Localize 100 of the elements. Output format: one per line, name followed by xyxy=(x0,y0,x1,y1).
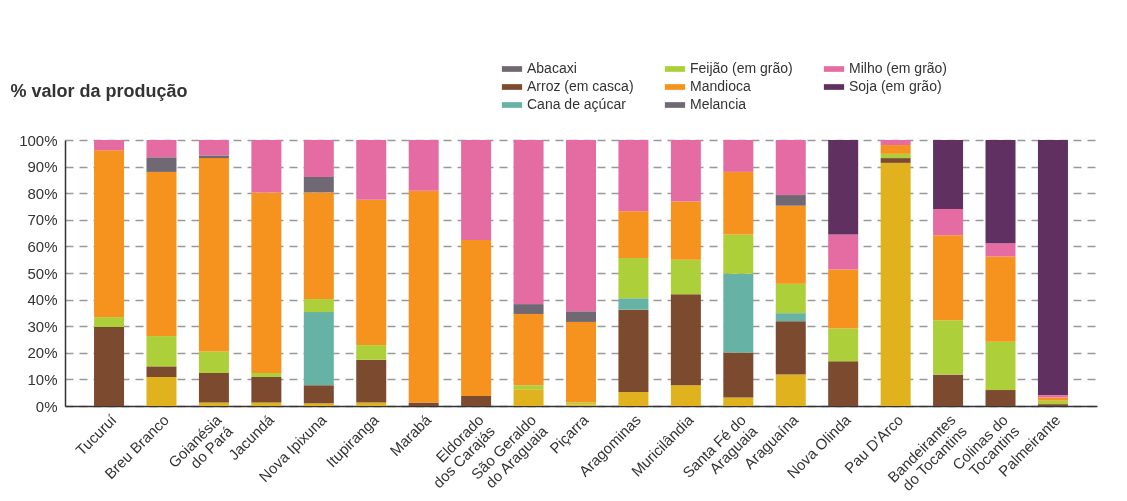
bar xyxy=(461,395,492,406)
bar xyxy=(146,336,177,367)
legend-label: Melancia xyxy=(690,96,747,112)
bar xyxy=(356,359,387,403)
bar xyxy=(251,373,282,378)
bar xyxy=(723,234,754,274)
bar xyxy=(251,377,282,403)
bar xyxy=(408,140,439,191)
bar xyxy=(775,195,806,206)
y-tick-label: 90% xyxy=(27,158,58,176)
bar xyxy=(985,243,1016,257)
y-tick-label: 0% xyxy=(35,397,58,415)
bar xyxy=(618,391,649,406)
bar xyxy=(513,389,544,406)
bar xyxy=(775,283,806,314)
bar xyxy=(618,258,649,299)
bar xyxy=(933,374,964,406)
bar xyxy=(513,385,544,390)
bar xyxy=(828,140,859,235)
bar xyxy=(985,140,1016,244)
bar xyxy=(566,311,596,322)
legend-label: Feijão (em grão) xyxy=(690,60,793,76)
bar xyxy=(461,140,492,241)
bar xyxy=(513,304,544,314)
bar xyxy=(94,327,125,406)
bar xyxy=(670,259,701,295)
bar xyxy=(880,145,911,154)
y-tick-label: 70% xyxy=(27,211,58,229)
bar xyxy=(775,321,806,375)
bar xyxy=(356,199,387,346)
bar xyxy=(303,312,334,386)
bar xyxy=(985,256,1016,342)
bar xyxy=(670,201,701,260)
bar xyxy=(828,234,859,270)
bar xyxy=(94,317,125,327)
bar xyxy=(933,140,964,209)
bar xyxy=(566,140,596,312)
y-tick-label: 30% xyxy=(27,317,58,335)
bar xyxy=(723,352,754,398)
bar xyxy=(198,158,229,352)
bar xyxy=(146,377,177,406)
bar xyxy=(303,140,334,177)
bar xyxy=(723,397,754,406)
bar xyxy=(303,192,334,300)
bar xyxy=(146,140,177,158)
bar xyxy=(94,150,125,318)
legend-label: Milho (em grão) xyxy=(849,60,948,76)
bar xyxy=(985,390,1016,406)
bar xyxy=(303,299,334,313)
bar xyxy=(775,374,806,406)
bar xyxy=(933,320,964,375)
y-tick-label: 80% xyxy=(27,184,58,202)
bar xyxy=(723,273,754,353)
legend-label: Mandioca xyxy=(690,78,751,94)
bar xyxy=(1037,140,1068,396)
bar xyxy=(146,366,177,378)
bar xyxy=(513,140,544,305)
y-tick-label: 10% xyxy=(27,370,58,388)
bar xyxy=(94,140,125,151)
bar xyxy=(251,140,282,193)
bar xyxy=(618,211,649,259)
bar xyxy=(513,313,544,386)
bar xyxy=(670,385,701,406)
bar xyxy=(985,341,1016,391)
bar xyxy=(775,313,806,322)
y-tick-label: 20% xyxy=(27,344,58,362)
bar xyxy=(880,153,911,159)
bar xyxy=(198,140,229,156)
bar xyxy=(303,176,334,193)
bar xyxy=(880,162,911,406)
y-tick-label: 60% xyxy=(27,237,58,255)
bar xyxy=(198,155,229,159)
bar xyxy=(828,269,859,329)
legend-label: Arroz (em casca) xyxy=(527,78,634,94)
bar xyxy=(828,361,859,406)
bar xyxy=(618,309,649,392)
legend-label: Cana de açúcar xyxy=(527,96,627,112)
bar xyxy=(618,298,649,310)
bar xyxy=(775,140,806,196)
bar xyxy=(933,235,964,321)
bar xyxy=(146,171,177,337)
bar xyxy=(146,157,177,172)
bar xyxy=(880,158,911,163)
bar xyxy=(723,140,754,172)
y-tick-label: 100% xyxy=(19,131,58,149)
bar xyxy=(198,373,229,403)
bar xyxy=(880,140,911,146)
bar xyxy=(670,140,701,202)
legend-label: Soja (em grão) xyxy=(849,78,942,94)
bar xyxy=(828,328,859,362)
bar xyxy=(408,190,439,403)
bar xyxy=(303,403,334,406)
bar xyxy=(723,171,754,235)
bar xyxy=(618,140,649,212)
bar xyxy=(775,205,806,284)
legend-label: Abacaxi xyxy=(527,60,577,76)
bar xyxy=(933,208,964,236)
bar xyxy=(670,294,701,386)
bar xyxy=(198,351,229,374)
y-tick-label: 50% xyxy=(27,264,58,282)
